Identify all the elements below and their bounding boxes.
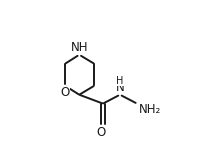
Text: NH: NH (71, 41, 88, 54)
Text: O: O (61, 86, 70, 99)
Text: N: N (116, 81, 124, 94)
Text: NH₂: NH₂ (139, 103, 161, 116)
Text: O: O (97, 126, 106, 139)
Text: H: H (116, 76, 124, 86)
